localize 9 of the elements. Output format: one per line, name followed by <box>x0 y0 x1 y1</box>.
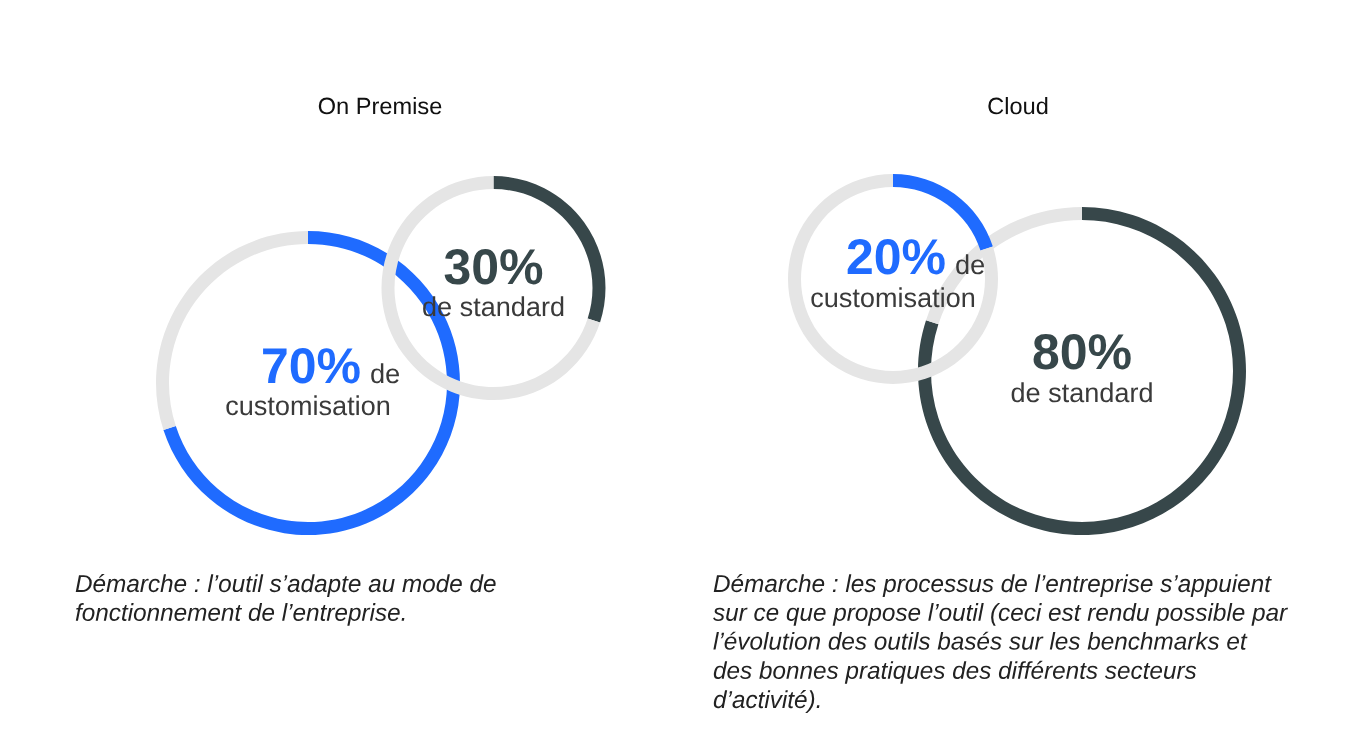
data-label: 20% <box>847 239 945 275</box>
chart-title: Cloud <box>988 97 1048 115</box>
chart-title: On Premise <box>318 97 442 115</box>
text: de standard <box>1011 382 1152 403</box>
text: Démarche : les processus de l’entreprise s’appuient sur ce que propose l’outil (ceci est rendu possible par l’évolution des outils basés sur les benchmarks et des bonnes pratiques des différents secteurs d’activité). <box>713 574 1289 713</box>
data-label: 70% <box>263 348 360 384</box>
data-label: 80% <box>1033 334 1131 370</box>
text: Démarche : l’outil s’adapte au mode de fonctionnement de l’entreprise. <box>75 574 496 626</box>
data-label: 30% <box>444 249 543 285</box>
